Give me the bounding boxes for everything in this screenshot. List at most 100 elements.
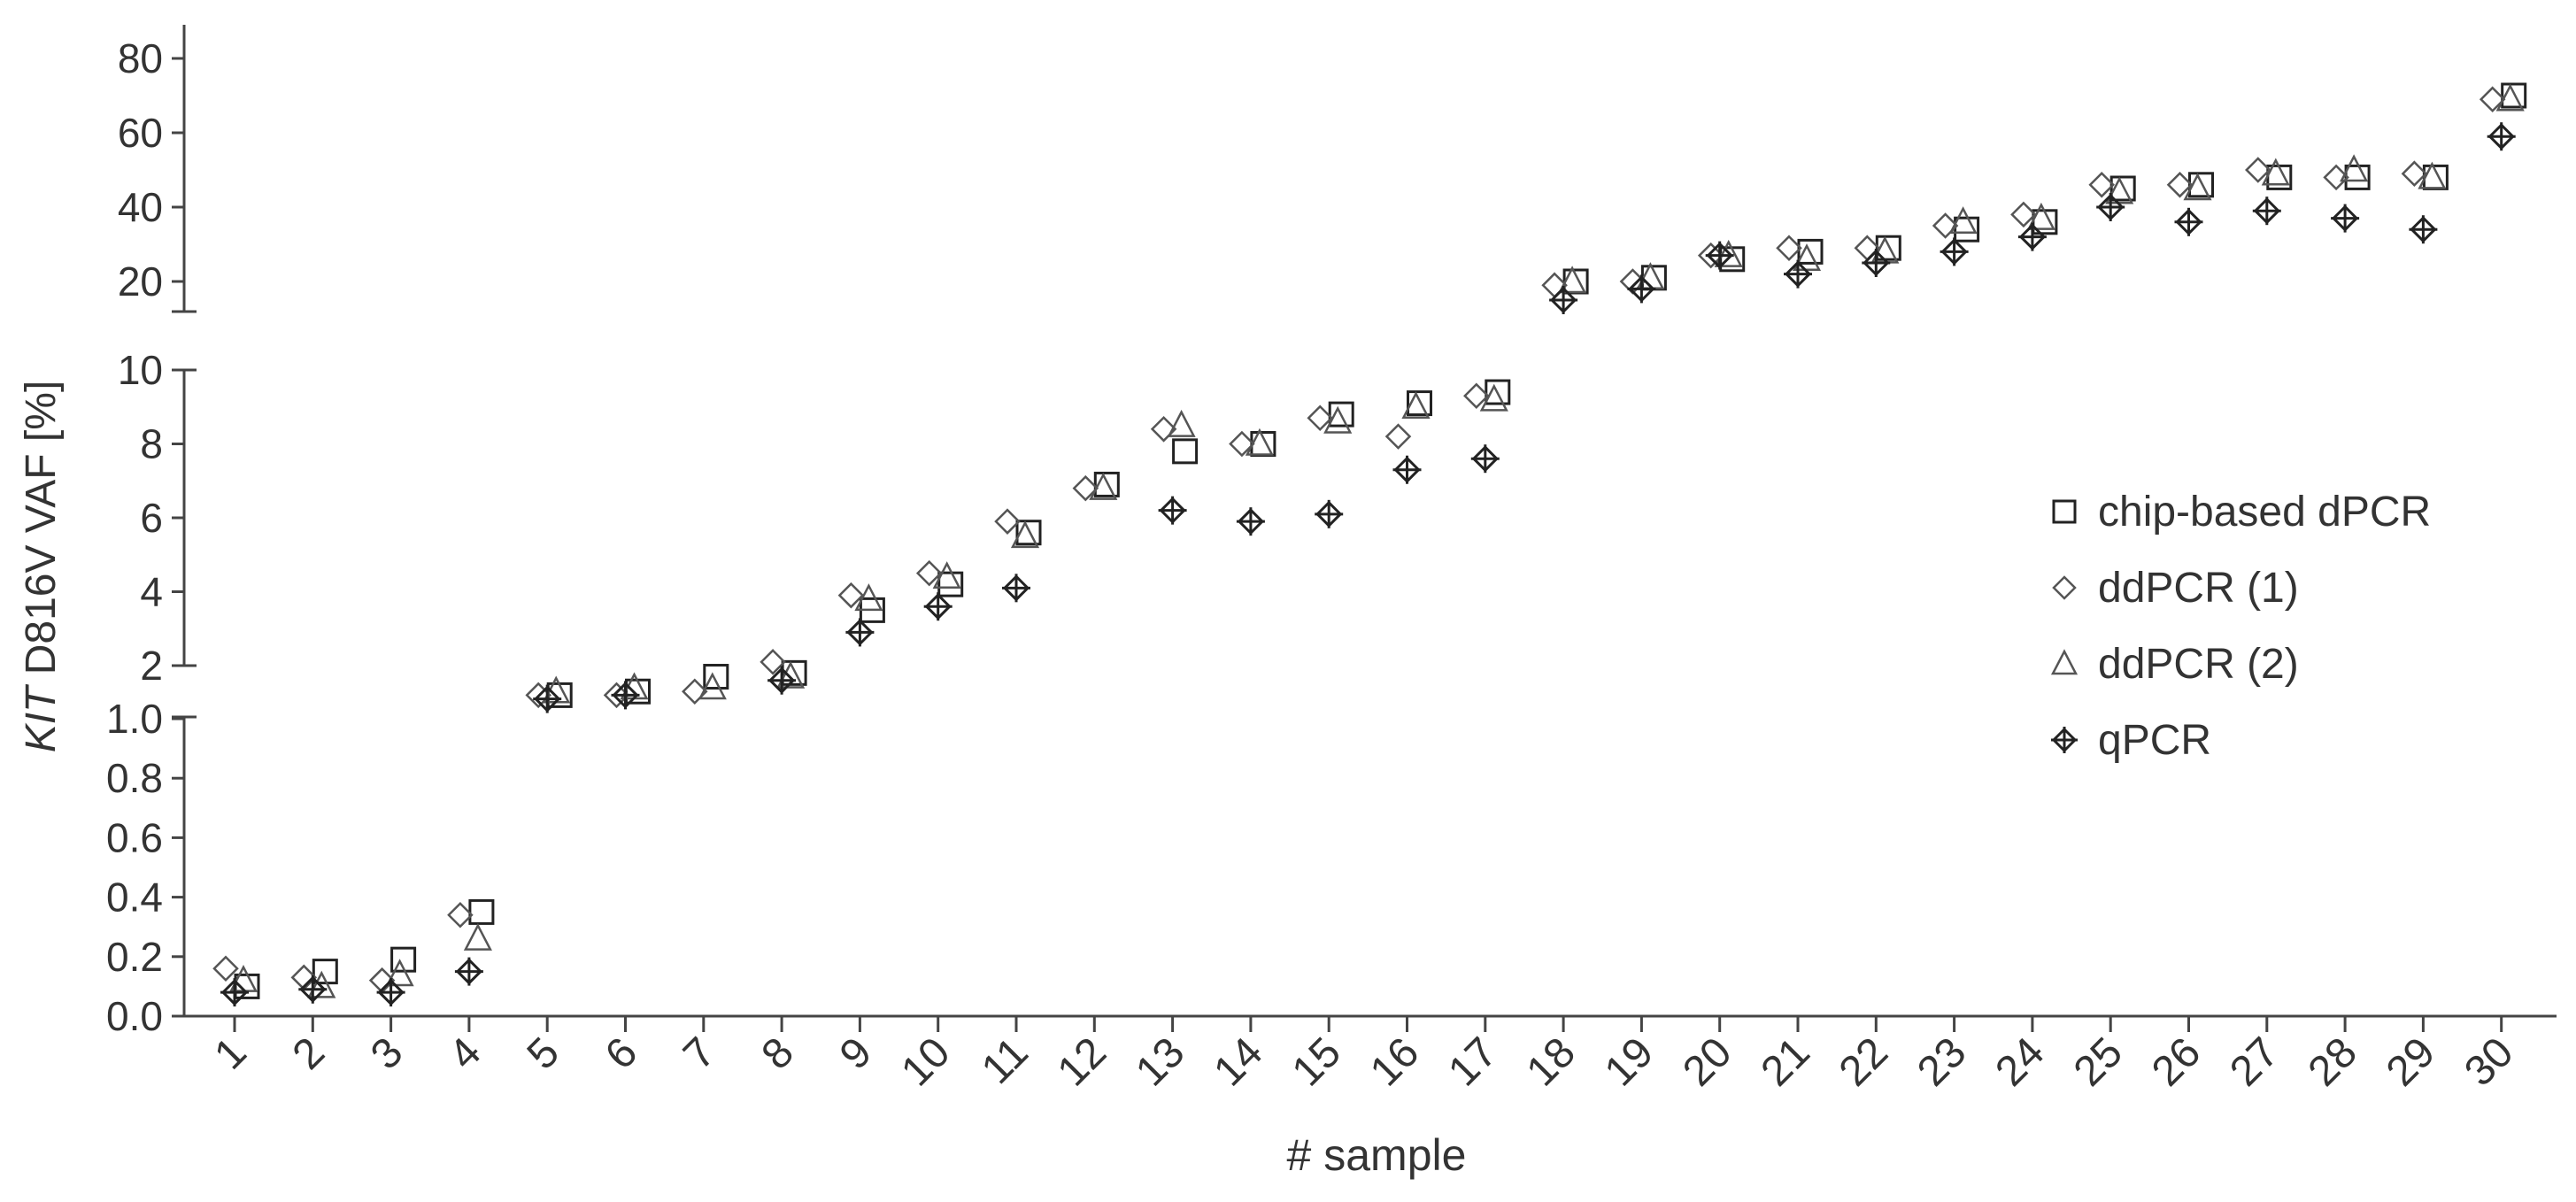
data-point-triangle (2418, 161, 2447, 189)
x-tick-label: 12 (1049, 1029, 1115, 1095)
x-tick-label: 21 (1753, 1029, 1819, 1095)
data-point-diamond (1384, 423, 1412, 450)
legend-marker-square (2052, 499, 2077, 524)
data-point-diamond (682, 678, 708, 705)
data-point-square (312, 959, 338, 985)
data-point-diamond (2166, 172, 2194, 198)
data-point-diamond (2245, 157, 2271, 183)
data-point-crossed-diamond (2331, 204, 2360, 233)
legend-label: ddPCR (1) (2098, 565, 2299, 612)
x-tick-label: 2 (284, 1029, 334, 1078)
data-point-crossed-diamond (2487, 122, 2516, 151)
data-point-crossed-diamond (1940, 237, 1969, 266)
data-point-triangle (1089, 472, 1118, 500)
x-tick-label: 3 (362, 1029, 412, 1078)
y-tick-label: 8 (140, 421, 163, 467)
x-tick-label: 16 (1361, 1029, 1428, 1095)
x-tick-label: 8 (753, 1029, 803, 1078)
data-point-diamond (2323, 164, 2349, 191)
x-tick-label: 18 (1518, 1029, 1585, 1095)
data-point-crossed-diamond (845, 618, 875, 647)
data-point-square (2501, 82, 2527, 109)
legend-marker-diamond (2052, 575, 2077, 600)
x-tick-label: 14 (1205, 1029, 1271, 1095)
data-point-crossed-diamond (376, 978, 405, 1007)
legend-label: qPCR (2098, 717, 2211, 764)
y-tick-label: 4 (140, 569, 163, 615)
data-point-triangle (854, 583, 883, 612)
data-point-crossed-diamond (1158, 496, 1187, 525)
x-tick-label: 26 (2143, 1029, 2210, 1095)
data-point-diamond (1229, 430, 1255, 458)
data-point-crossed-diamond (2096, 193, 2125, 221)
data-point-triangle (1245, 428, 1274, 456)
x-tick-label: 17 (1439, 1029, 1506, 1095)
y-tick-label: 80 (118, 35, 163, 81)
data-point-diamond (1932, 212, 1959, 239)
x-tick-label: 25 (2065, 1029, 2132, 1095)
data-point-triangle (1558, 266, 1587, 294)
y-axis-label: KIT D816V VAF [%] (18, 381, 65, 753)
data-point-diamond (1150, 416, 1177, 443)
y-tick-label: 40 (118, 184, 163, 230)
data-point-triangle (1323, 405, 1353, 434)
data-point-crossed-diamond (2252, 196, 2281, 226)
data-point-crossed-diamond (1315, 499, 1344, 528)
y-tick-label: 1.0 (106, 696, 163, 742)
data-point-square (1485, 379, 1511, 405)
data-point-crossed-diamond (1470, 444, 1500, 474)
data-point-crossed-diamond (767, 666, 797, 695)
x-tick-label: 27 (2221, 1029, 2287, 1095)
y-tick-label: 10 (118, 347, 163, 393)
data-point-diamond (447, 901, 474, 928)
legend-label: chip-based dPCR (2098, 489, 2431, 536)
x-tick-label: 9 (831, 1029, 881, 1078)
x-tick-label: 24 (1986, 1029, 2053, 1095)
data-point-diamond (2088, 172, 2115, 198)
data-point-crossed-diamond (1784, 259, 1812, 289)
data-point-square (1407, 390, 1432, 417)
legend: chip-based dPCR ddPCR (1) ddPCR (2) qPCR (2050, 489, 2431, 764)
data-point-crossed-diamond (220, 978, 249, 1007)
data-point-triangle (385, 959, 414, 987)
x-tick-label: 20 (1674, 1029, 1740, 1095)
data-point-triangle (776, 660, 806, 689)
y-tick-label: 6 (140, 495, 163, 541)
data-point-crossed-diamond (611, 681, 640, 710)
x-tick-label: 30 (2456, 1029, 2522, 1095)
data-point-diamond (994, 508, 1021, 535)
data-point-diamond (2010, 201, 2037, 228)
data-point-triangle (1167, 409, 1196, 437)
data-point-diamond (837, 582, 865, 609)
x-tick-label: 22 (1831, 1029, 1897, 1095)
data-point-triangle (2183, 173, 2212, 201)
x-tick-label: 29 (2378, 1029, 2444, 1095)
data-point-crossed-diamond (1002, 574, 1030, 603)
data-point-square (1015, 520, 1042, 546)
x-axis-label: # sample (1287, 1130, 1467, 1180)
data-point-triangle (1479, 383, 1508, 412)
data-point-triangle (1401, 391, 1431, 419)
data-point-crossed-diamond (1392, 455, 1422, 484)
data-point-crossed-diamond (454, 957, 483, 986)
data-point-crossed-diamond (1862, 249, 1891, 277)
x-tick-label: 10 (892, 1029, 959, 1095)
data-point-square (1328, 401, 1354, 428)
data-point-crossed-diamond (533, 684, 562, 713)
x-tick-label: 5 (519, 1029, 568, 1078)
data-point-square (468, 898, 495, 925)
data-point-triangle (2026, 202, 2055, 230)
x-tick-label: 11 (973, 1029, 1037, 1093)
data-point-square (703, 664, 729, 690)
data-point-diamond (2479, 86, 2506, 112)
y-tick-label: 0.4 (106, 875, 163, 921)
x-tick-label: 6 (597, 1029, 646, 1078)
data-point-diamond (760, 649, 786, 675)
data-point-diamond (2401, 160, 2428, 187)
y-tick-label: 0.2 (106, 934, 163, 980)
data-point-crossed-diamond (1549, 286, 1578, 314)
data-point-diamond (1307, 405, 1333, 432)
data-point-triangle (698, 672, 727, 700)
data-point-triangle (932, 561, 961, 589)
